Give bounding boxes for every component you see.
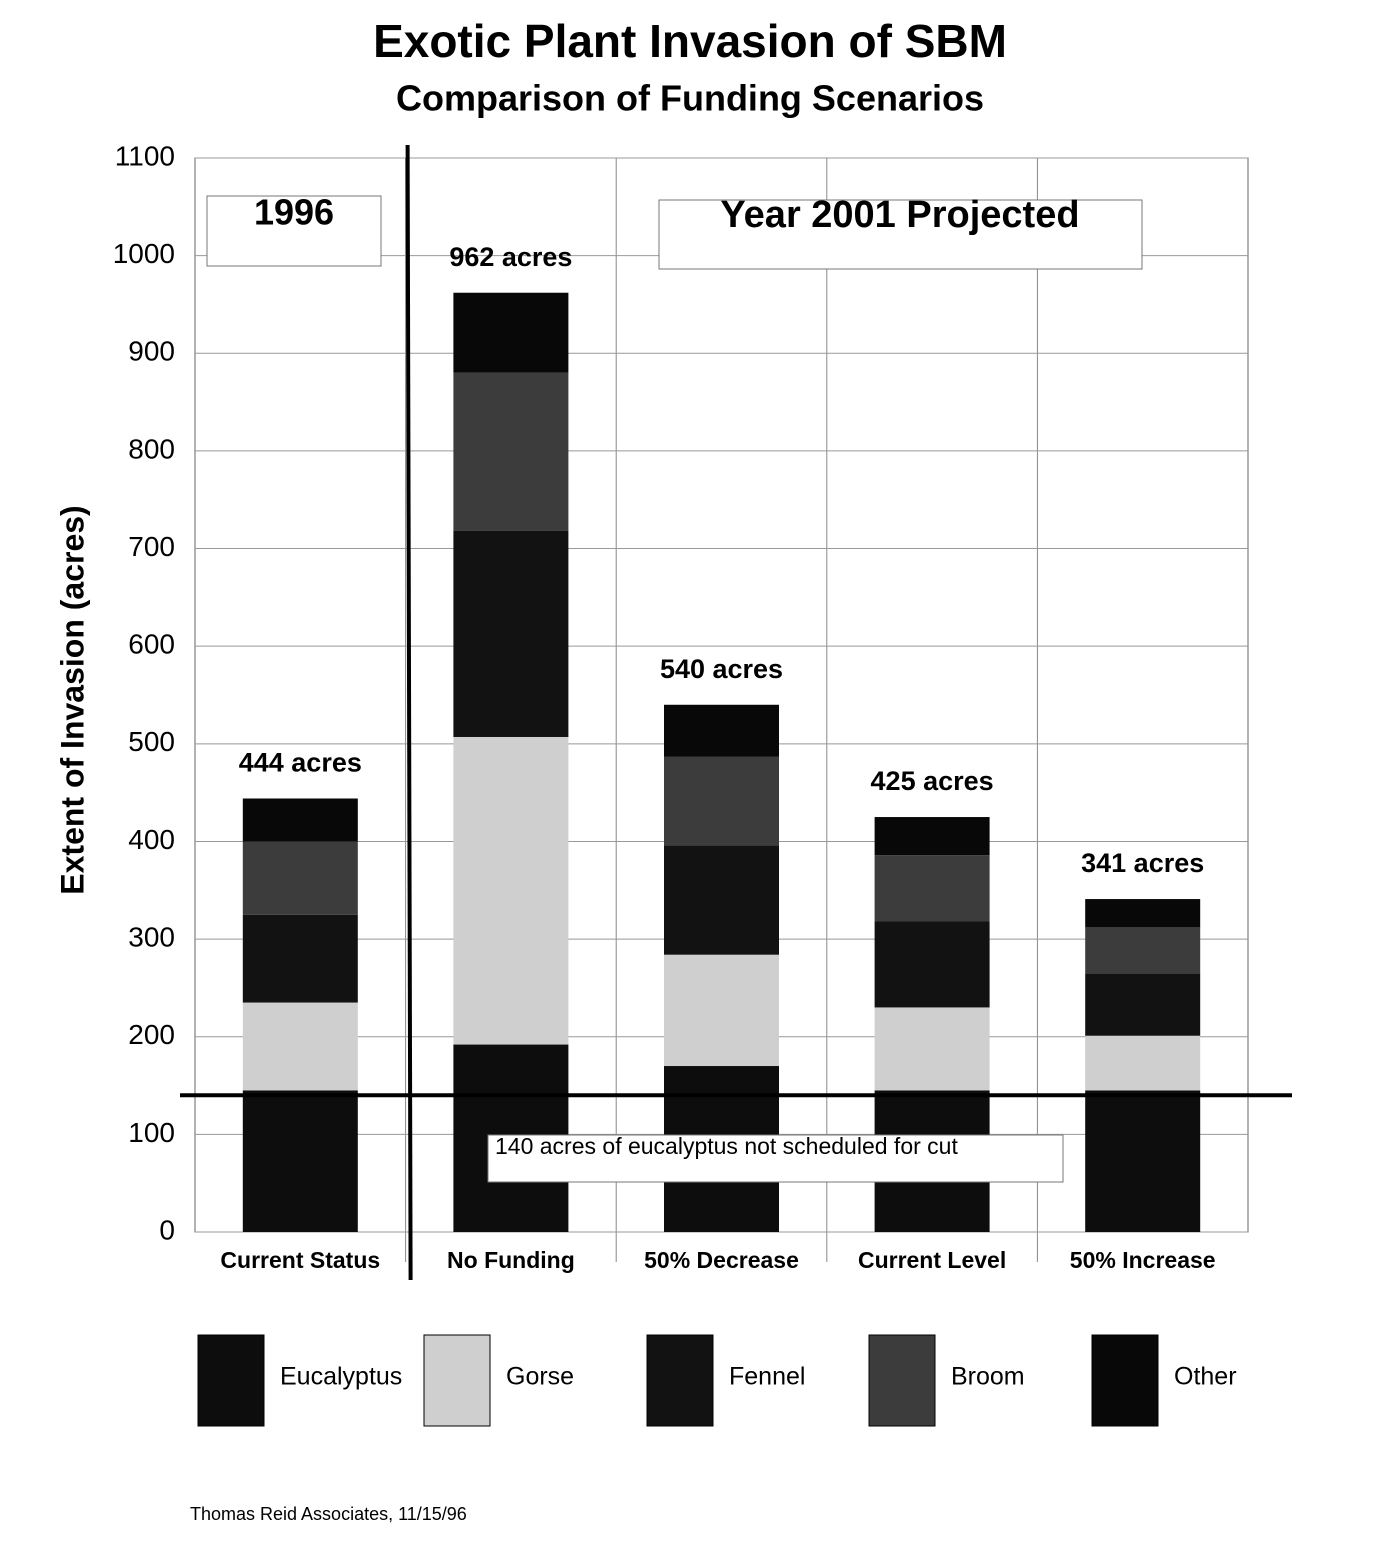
bar-segment	[664, 954, 779, 1067]
total-label: 962 acres	[449, 242, 572, 272]
legend-label: Fennel	[729, 1363, 805, 1391]
chart-title: Exotic Plant Invasion of SBM	[373, 15, 1007, 67]
y-tick-label: 300	[128, 921, 175, 952]
annotation: 1996	[254, 192, 334, 233]
legend-label: Other	[1174, 1363, 1237, 1391]
y-tick-label: 500	[128, 726, 175, 757]
bar-segment	[874, 855, 990, 922]
footer: Thomas Reid Associates, 11/15/96	[190, 1504, 467, 1524]
y-tick-label: 900	[128, 336, 175, 367]
bar-segment	[242, 841, 358, 915]
reference-label: 140 acres of eucalyptus not scheduled fo…	[495, 1133, 958, 1159]
y-axis-label: Extent of Invasion (acres)	[54, 505, 90, 894]
y-tick-label: 600	[128, 629, 175, 660]
y-tick-label: 1100	[115, 140, 175, 171]
bar-segment	[874, 1007, 990, 1091]
annotation-box	[658, 199, 1143, 270]
bar-segment	[453, 292, 569, 373]
legend-label: Eucalyptus	[280, 1363, 402, 1391]
bar-segment	[664, 845, 779, 955]
bar-segment	[242, 914, 358, 1003]
bar-segment	[242, 798, 358, 842]
y-tick-label: 1000	[113, 238, 175, 269]
x-tick-label: 50% Increase	[1070, 1247, 1216, 1273]
y-tick-label: 700	[128, 531, 175, 562]
bar-segment	[453, 736, 569, 1045]
bar-segment	[664, 756, 779, 846]
bar-segment	[242, 1002, 358, 1091]
annotation: Year 2001 Projected	[720, 194, 1079, 236]
bar-segment	[1085, 899, 1201, 928]
x-tick-label: 50% Decrease	[644, 1247, 799, 1273]
legend-label: Gorse	[506, 1363, 574, 1391]
bar-segment	[874, 817, 990, 856]
chart-subtitle: Comparison of Funding Scenarios	[396, 78, 984, 119]
bar-segment	[874, 921, 990, 1008]
legend-swatch	[1091, 1334, 1159, 1427]
legend-swatch	[197, 1334, 265, 1427]
y-tick-label: 200	[128, 1019, 175, 1050]
bar-segment	[453, 372, 569, 531]
x-tick-label: Current Status	[220, 1247, 380, 1273]
bar-segment	[664, 704, 779, 757]
y-tick-label: 400	[128, 824, 175, 855]
reference-label-box	[487, 1134, 1064, 1183]
bar-segment	[453, 530, 569, 737]
legend-swatch	[868, 1334, 936, 1427]
legend-label: Broom	[951, 1363, 1025, 1391]
total-label: 341 acres	[1081, 848, 1204, 878]
legend-swatch	[423, 1334, 491, 1427]
y-tick-label: 100	[128, 1117, 175, 1148]
y-tick-label: 800	[128, 433, 175, 464]
bar-segment	[1085, 1035, 1201, 1091]
period-divider	[405, 144, 413, 1281]
y-tick-label: 0	[159, 1214, 175, 1245]
x-tick-label: No Funding	[447, 1247, 575, 1273]
bar-segment	[1085, 927, 1201, 974]
bar-segment	[242, 1090, 358, 1232]
total-label: 444 acres	[239, 748, 362, 778]
total-label: 425 acres	[871, 766, 994, 796]
bar-segment	[1085, 973, 1201, 1036]
x-tick-label: Current Level	[858, 1247, 1006, 1273]
bar-segment	[1085, 1090, 1201, 1232]
annotation-box	[206, 195, 382, 267]
total-label: 540 acres	[660, 654, 783, 684]
legend-swatch	[646, 1334, 714, 1427]
